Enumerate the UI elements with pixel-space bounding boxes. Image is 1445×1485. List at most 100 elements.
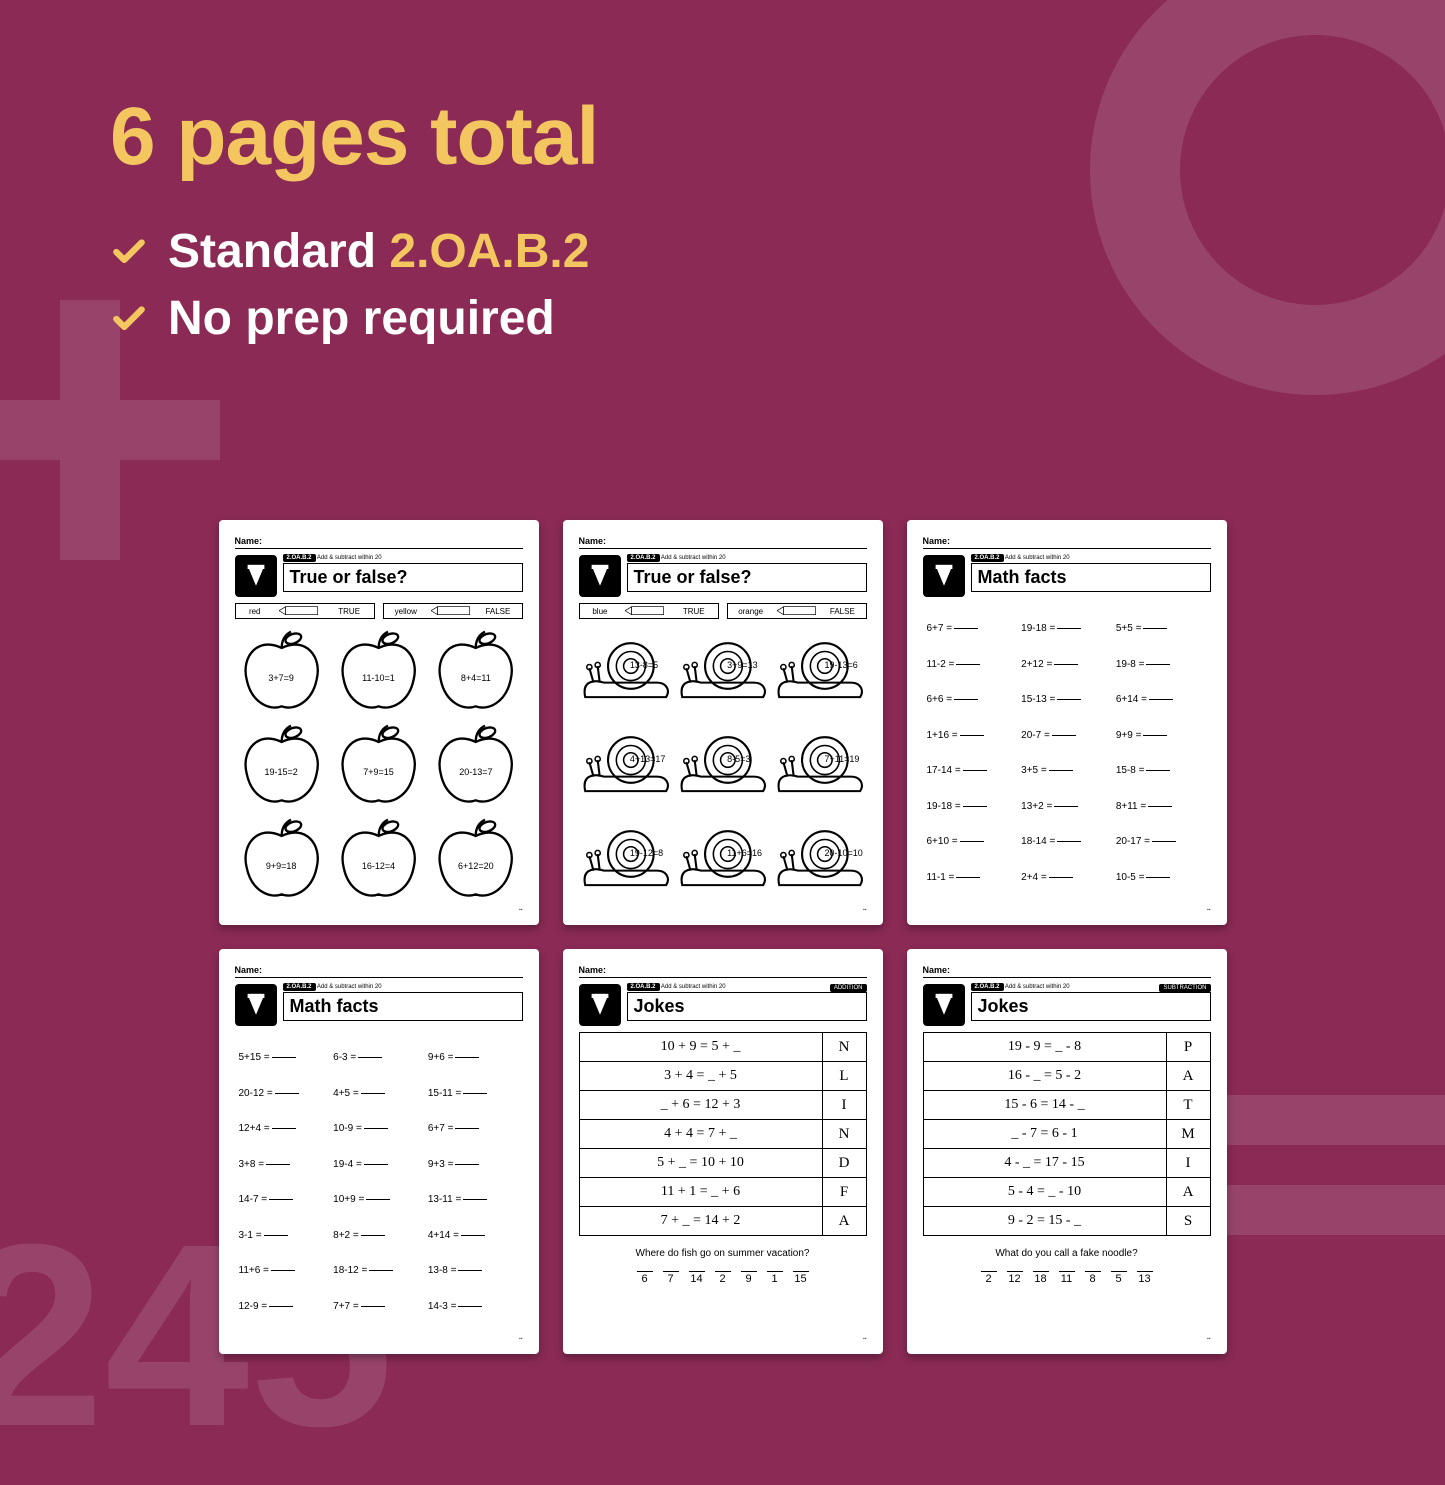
math-fact: 11-1 = [927,860,1018,896]
math-fact: 12+4 = [239,1111,330,1147]
shapes-grid: 3+7=911-10=18+4=1119-15=27+9=1520-13=79+… [235,627,523,903]
standard-line: 2.OA.B.2 Add & subtract within 20SUBTRAC… [971,984,1211,990]
facts-grid: 5+15 = 6-3 = 9+6 = 20-12 = 4+5 = 15-11 =… [235,1032,523,1332]
joke-row: 11 + 1 = _ + 6F [580,1178,866,1207]
worksheet-header: 2.OA.B.2 Add & subtract within 20 True o… [235,555,523,597]
legend: blueTRUE orangeFALSE [579,603,867,619]
joke-answer-blanks: 671429115 [579,1271,867,1285]
math-fact: 17-14 = [927,753,1018,789]
math-fact: 13-11 = [428,1182,519,1218]
math-fact: 19-4 = [333,1147,424,1183]
math-fact: 15-8 = [1116,753,1207,789]
worksheet-title: True or false? [627,563,867,592]
joke-row: 15 - 6 = 14 - _T [924,1091,1210,1120]
name-field: Name: [235,965,523,978]
standard-line: 2.OA.B.2 Add & subtract within 20ADDITIO… [627,984,867,990]
joke-question: Where do fish go on summer vacation? [579,1236,867,1271]
facts-grid: 6+7 = 19-18 = 5+5 = 11-2 = 2+12 = 19-8 =… [923,603,1211,903]
joke-row: _ + 6 = 12 + 3I [580,1091,866,1120]
worksheet-footer: ▪▪ [235,1336,523,1342]
worksheet-thumbnail: Name: 2.OA.B.2 Add & subtract within 20 … [219,949,539,1354]
feature-item: Standard 2.OA.B.2 [110,224,598,279]
math-fact: 8+11 = [1116,789,1207,825]
worksheet-footer: ▪▪ [923,1336,1211,1342]
worksheet-header: 2.OA.B.2 Add & subtract within 20 Math f… [235,984,523,1026]
legend-item: orangeFALSE [727,603,867,619]
math-fact: 8+2 = [333,1218,424,1254]
feature-text: Standard 2.OA.B.2 [168,224,589,279]
worksheet-thumbnail: Name: 2.OA.B.2 Add & subtract within 20 … [563,520,883,925]
math-fact: 7+7 = [333,1289,424,1325]
name-field: Name: [235,536,523,549]
problem-shape: 4+13=17 [579,721,672,809]
standard-line: 2.OA.B.2 Add & subtract within 20 [971,555,1211,561]
joke-table: 10 + 9 = 5 + _N3 + 4 = _ + 5L_ + 6 = 12 … [579,1032,867,1236]
worksheet-footer: ▪▪ [579,1336,867,1342]
shapes-grid: 13-8=53+9=1319-13=64+13=178-5=37+11=1919… [579,627,867,903]
worksheet-header: 2.OA.B.2 Add & subtract within 20 True o… [579,555,867,597]
legend-item: blueTRUE [579,603,719,619]
math-fact: 3-1 = [239,1218,330,1254]
worksheet-title: Math facts [283,992,523,1021]
worksheet-header: 2.OA.B.2 Add & subtract within 20ADDITIO… [579,984,867,1026]
standard-line: 2.OA.B.2 Add & subtract within 20 [627,555,867,561]
worksheet-thumbnail: Name: 2.OA.B.2 Add & subtract within 20S… [907,949,1227,1354]
feature-item: No prep required [110,291,598,346]
math-fact: 3+5 = [1021,753,1112,789]
math-fact: 9+6 = [428,1040,519,1076]
jokes-section: 19 - 9 = _ - 8P16 - _ = 5 - 2A15 - 6 = 1… [923,1032,1211,1332]
math-fact: 6+10 = [927,824,1018,860]
joke-answer-blanks: 21218118513 [923,1271,1211,1285]
problem-shape: 7+9=15 [332,721,425,809]
math-fact: 10-9 = [333,1111,424,1147]
problem-shape: 20-10=10 [773,815,866,903]
legend-item: redTRUE [235,603,375,619]
math-fact: 14-7 = [239,1182,330,1218]
worksheet-footer: ▪▪ [235,907,523,913]
problem-shape: 8-5=3 [676,721,769,809]
worksheet-footer: ▪▪ [579,907,867,913]
math-fact: 12-9 = [239,1289,330,1325]
standard-line: 2.OA.B.2 Add & subtract within 20 [283,984,523,990]
problem-shape: 19-12=8 [579,815,672,903]
math-fact: 19-18 = [1021,611,1112,647]
math-fact: 11+6 = [239,1253,330,1289]
header: 6 pages total Standard 2.OA.B.2 No prep … [110,90,598,358]
math-fact: 4+14 = [428,1218,519,1254]
worksheet-grid: Name: 2.OA.B.2 Add & subtract within 20 … [219,520,1227,1354]
standard-line: 2.OA.B.2 Add & subtract within 20 [283,555,523,561]
math-fact: 13-8 = [428,1253,519,1289]
legend: redTRUE yellowFALSE [235,603,523,619]
worksheet-thumbnail: Name: 2.OA.B.2 Add & subtract within 20 … [907,520,1227,925]
feature-list: Standard 2.OA.B.2 No prep required [110,224,598,346]
joke-row: 5 - 4 = _ - 10A [924,1178,1210,1207]
joke-row: 9 - 2 = 15 - _S [924,1207,1210,1236]
name-field: Name: [923,965,1211,978]
math-fact: 6+7 = [927,611,1018,647]
joke-row: 16 - _ = 5 - 2A [924,1062,1210,1091]
worksheet-logo-icon [579,984,621,1026]
problem-shape: 11+6=16 [676,815,769,903]
name-field: Name: [579,965,867,978]
math-fact: 2+4 = [1021,860,1112,896]
joke-row: 4 - _ = 17 - 15I [924,1149,1210,1178]
math-fact: 9+3 = [428,1147,519,1183]
worksheet-footer: ▪▪ [923,907,1211,913]
math-fact: 18-12 = [333,1253,424,1289]
math-fact: 3+8 = [239,1147,330,1183]
joke-row: _ - 7 = 6 - 1M [924,1120,1210,1149]
worksheet-logo-icon [923,984,965,1026]
joke-row: 4 + 4 = 7 + _N [580,1120,866,1149]
math-fact: 5+15 = [239,1040,330,1076]
page-title: 6 pages total [110,90,598,184]
worksheet-logo-icon [579,555,621,597]
worksheet-logo-icon [923,555,965,597]
math-fact: 6+14 = [1116,682,1207,718]
worksheet-title: Jokes [971,992,1211,1021]
math-fact: 15-13 = [1021,682,1112,718]
worksheet-title: True or false? [283,563,523,592]
legend-item: yellowFALSE [383,603,523,619]
problem-shape: 9+9=18 [235,815,328,903]
math-fact: 11-2 = [927,647,1018,683]
joke-row: 3 + 4 = _ + 5L [580,1062,866,1091]
